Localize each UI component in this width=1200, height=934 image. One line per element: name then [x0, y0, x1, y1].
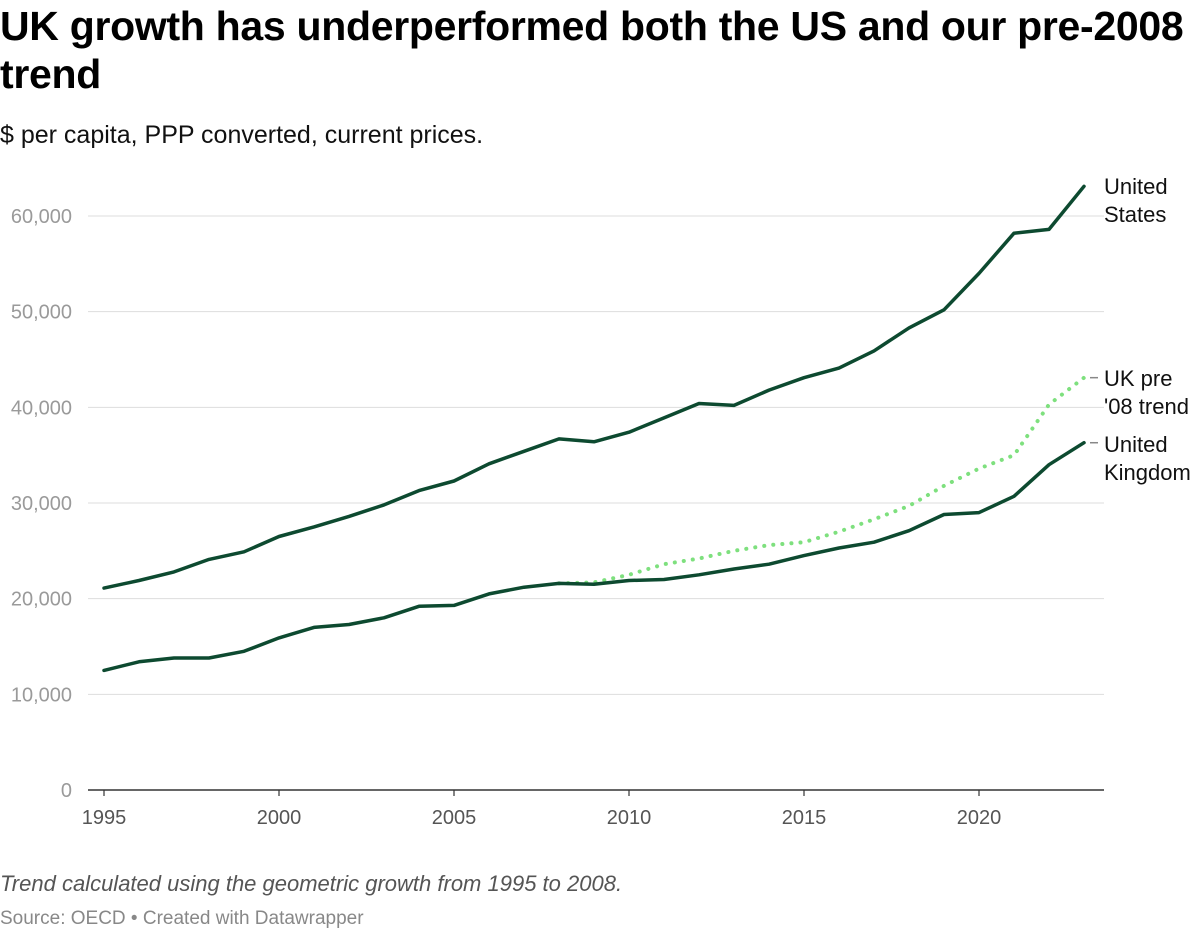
x-tick-label: 2015 [782, 807, 827, 829]
chart-source: Source: OECD • Created with Datawrapper [0, 908, 364, 929]
y-tick-label: 50,000 [11, 302, 72, 324]
uk-trend-series-line [557, 375, 1086, 586]
line-chart: 0 10,000 20,000 30,000 40,000 50,000 60,000 199… [11, 174, 1191, 829]
chart-subtitle: $ per capita, PPP converted, current pri… [0, 121, 484, 149]
uk-trend-series-label: UK pre '08 trend [1104, 366, 1189, 419]
x-tick-label: 2000 [257, 807, 302, 829]
x-tick-label: 2005 [432, 807, 477, 829]
x-tick-label: 1995 [82, 807, 127, 829]
us-series-line [102, 184, 1086, 590]
y-tick-label: 0 [61, 780, 72, 802]
x-tick-label: 2010 [607, 807, 652, 829]
y-tick-label: 30,000 [11, 493, 72, 515]
chart-title: UK growth has underperformed both the US… [0, 3, 1184, 97]
y-tick-label: 40,000 [11, 397, 72, 419]
chart-note: Trend calculated using the geometric gro… [0, 871, 623, 896]
us-series-label: United States [1104, 174, 1168, 227]
y-tick-label: 20,000 [11, 589, 72, 611]
y-tick-label: 10,000 [11, 684, 72, 706]
uk-series-line [102, 440, 1086, 673]
y-tick-label: 60,000 [11, 206, 72, 228]
uk-series-label: United Kingdom [1104, 432, 1191, 485]
x-tick-label: 2020 [957, 807, 1002, 829]
